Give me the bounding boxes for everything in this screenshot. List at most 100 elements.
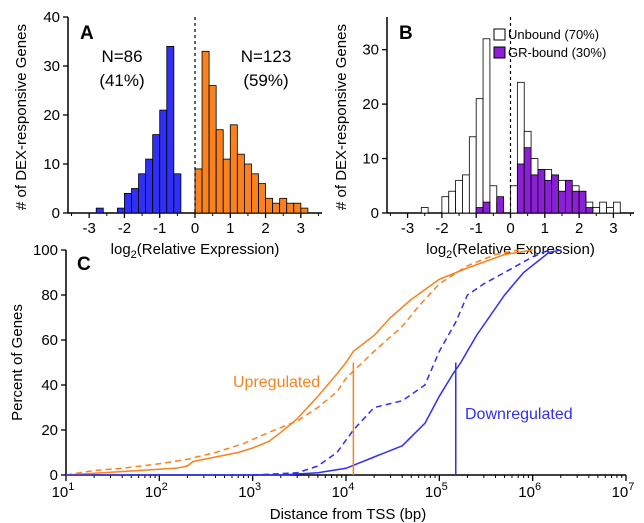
x-tick-exponent: 7 [628, 481, 634, 493]
histogram-bar [222, 158, 231, 214]
histogram-bar [599, 201, 607, 214]
x-tick-exponent: 3 [255, 481, 261, 493]
y-axis-label: # of DEX-responsive Genes [333, 24, 350, 210]
x-tick-label: 2 [261, 220, 269, 237]
x-tick-label: -3 [401, 220, 414, 237]
x-tick-label: 0 [506, 220, 514, 237]
y-tick-label: 20 [43, 107, 60, 124]
histogram-bar [489, 185, 498, 214]
x-tick-label: -1 [470, 220, 483, 237]
histogram-bar [475, 207, 484, 214]
x-tick-exponent: 4 [348, 481, 354, 493]
x-tick-label: 3 [297, 220, 305, 237]
x-tick-label: -2 [435, 220, 448, 237]
x-tick-label: 107 [612, 481, 635, 501]
histogram-bar [258, 183, 266, 214]
cumulative-curve-dashed [252, 249, 550, 476]
x-tick-exponent: 2 [162, 481, 168, 493]
y-tick-label: 80 [41, 287, 58, 304]
y-axis-label: Percent of Genes [9, 304, 26, 421]
x-tick-base: 10 [612, 484, 629, 501]
x-tick-label: 2 [575, 220, 583, 237]
histogram-bar [537, 169, 546, 214]
x-tick-label: 1 [226, 220, 234, 237]
legend-label: Unbound (70%) [508, 27, 599, 42]
histogram-bar [544, 179, 553, 214]
histogram-bar [279, 197, 288, 214]
panel-letter: C [77, 254, 91, 275]
x-tick-label: 102 [145, 481, 168, 501]
histogram-bar [448, 190, 457, 214]
histogram-bar [236, 153, 245, 214]
panel-b: 0 10 20 30 -3 -2 -1 0 1 2 3 # of DEX-responsive Gen… [333, 17, 634, 261]
y-tick-label: 10 [43, 156, 60, 173]
histogram-bar [116, 207, 125, 214]
histogram-bar [131, 188, 139, 214]
x-axis-label: log2(Relative Expression) [111, 241, 280, 261]
y-tick-label: 10 [362, 151, 379, 168]
panel-a: 0 10 20 30 40 -3 -2 -1 0 1 2 3 # of DEX-responsive G… [13, 9, 322, 261]
cumulative-curve-solid [66, 249, 561, 476]
histogram-bar [138, 173, 147, 214]
x-axis-label: log2(Relative Expression) [426, 241, 595, 261]
series-label: Upregulated [233, 374, 320, 391]
y-tick-label: 30 [362, 42, 379, 59]
x-tick-exponent: 5 [442, 481, 448, 493]
histogram-bar [173, 173, 182, 214]
histogram-bar [482, 201, 491, 214]
x-axis-label-main: log [426, 241, 446, 258]
histogram-bar [613, 201, 621, 214]
y-tick-label: 40 [41, 377, 58, 394]
histogram-bar [530, 174, 539, 214]
cumulative-curve-dashed [65, 249, 519, 476]
histogram-bar [558, 190, 566, 214]
y-axis-label: # of DEX-responsive Genes [13, 24, 30, 210]
histogram-bar [592, 207, 601, 214]
legend-label: GR-bound (30%) [508, 45, 606, 60]
histogram-bar [95, 207, 104, 214]
histogram-bar [159, 109, 168, 214]
histogram-bar [272, 202, 281, 214]
panel-letter: B [399, 23, 413, 44]
histogram-bar [571, 190, 580, 214]
histogram-bar [564, 179, 573, 214]
histogram-bar [243, 163, 252, 214]
histogram-bar [229, 124, 238, 214]
x-axis-label-main: log [111, 241, 131, 258]
histogram-bar [194, 168, 203, 214]
x-tick-label: 105 [425, 481, 448, 501]
x-tick-base: 10 [425, 484, 442, 501]
x-tick-base: 10 [238, 484, 255, 501]
histogram-bar [152, 134, 161, 214]
panel-letter: A [80, 23, 94, 44]
x-tick-base: 10 [52, 484, 69, 501]
histogram-bar [215, 129, 224, 214]
y-tick-label: 60 [41, 332, 58, 349]
x-tick-base: 10 [145, 484, 162, 501]
x-axis-label: Distance from TSS (bp) [270, 506, 426, 523]
percent-annotation: (41%) [99, 71, 144, 90]
count-annotation: N=123 [241, 47, 292, 66]
x-tick-exponent: 6 [535, 481, 541, 493]
y-tick-label: 20 [362, 96, 379, 113]
y-tick-label: 20 [41, 422, 58, 439]
x-tick-label: -3 [82, 220, 95, 237]
x-tick-base: 10 [518, 484, 535, 501]
histogram-bar [145, 158, 154, 214]
histogram-bar [496, 196, 505, 214]
histogram-bar [482, 38, 491, 214]
x-axis-label-rest: (Relative Expression) [137, 241, 280, 258]
histogram-bar [516, 163, 525, 214]
x-tick-label: 103 [238, 481, 261, 501]
histogram-bar [441, 196, 450, 214]
y-tick-label: 100 [33, 242, 58, 259]
x-tick-exponent: 1 [68, 481, 74, 493]
histogram-bar [124, 192, 132, 214]
x-tick-base: 10 [332, 484, 349, 501]
histogram-bar [286, 202, 295, 214]
histogram-bar [551, 174, 559, 214]
count-annotation: N=86 [101, 47, 142, 66]
histogram-bar [585, 207, 594, 214]
